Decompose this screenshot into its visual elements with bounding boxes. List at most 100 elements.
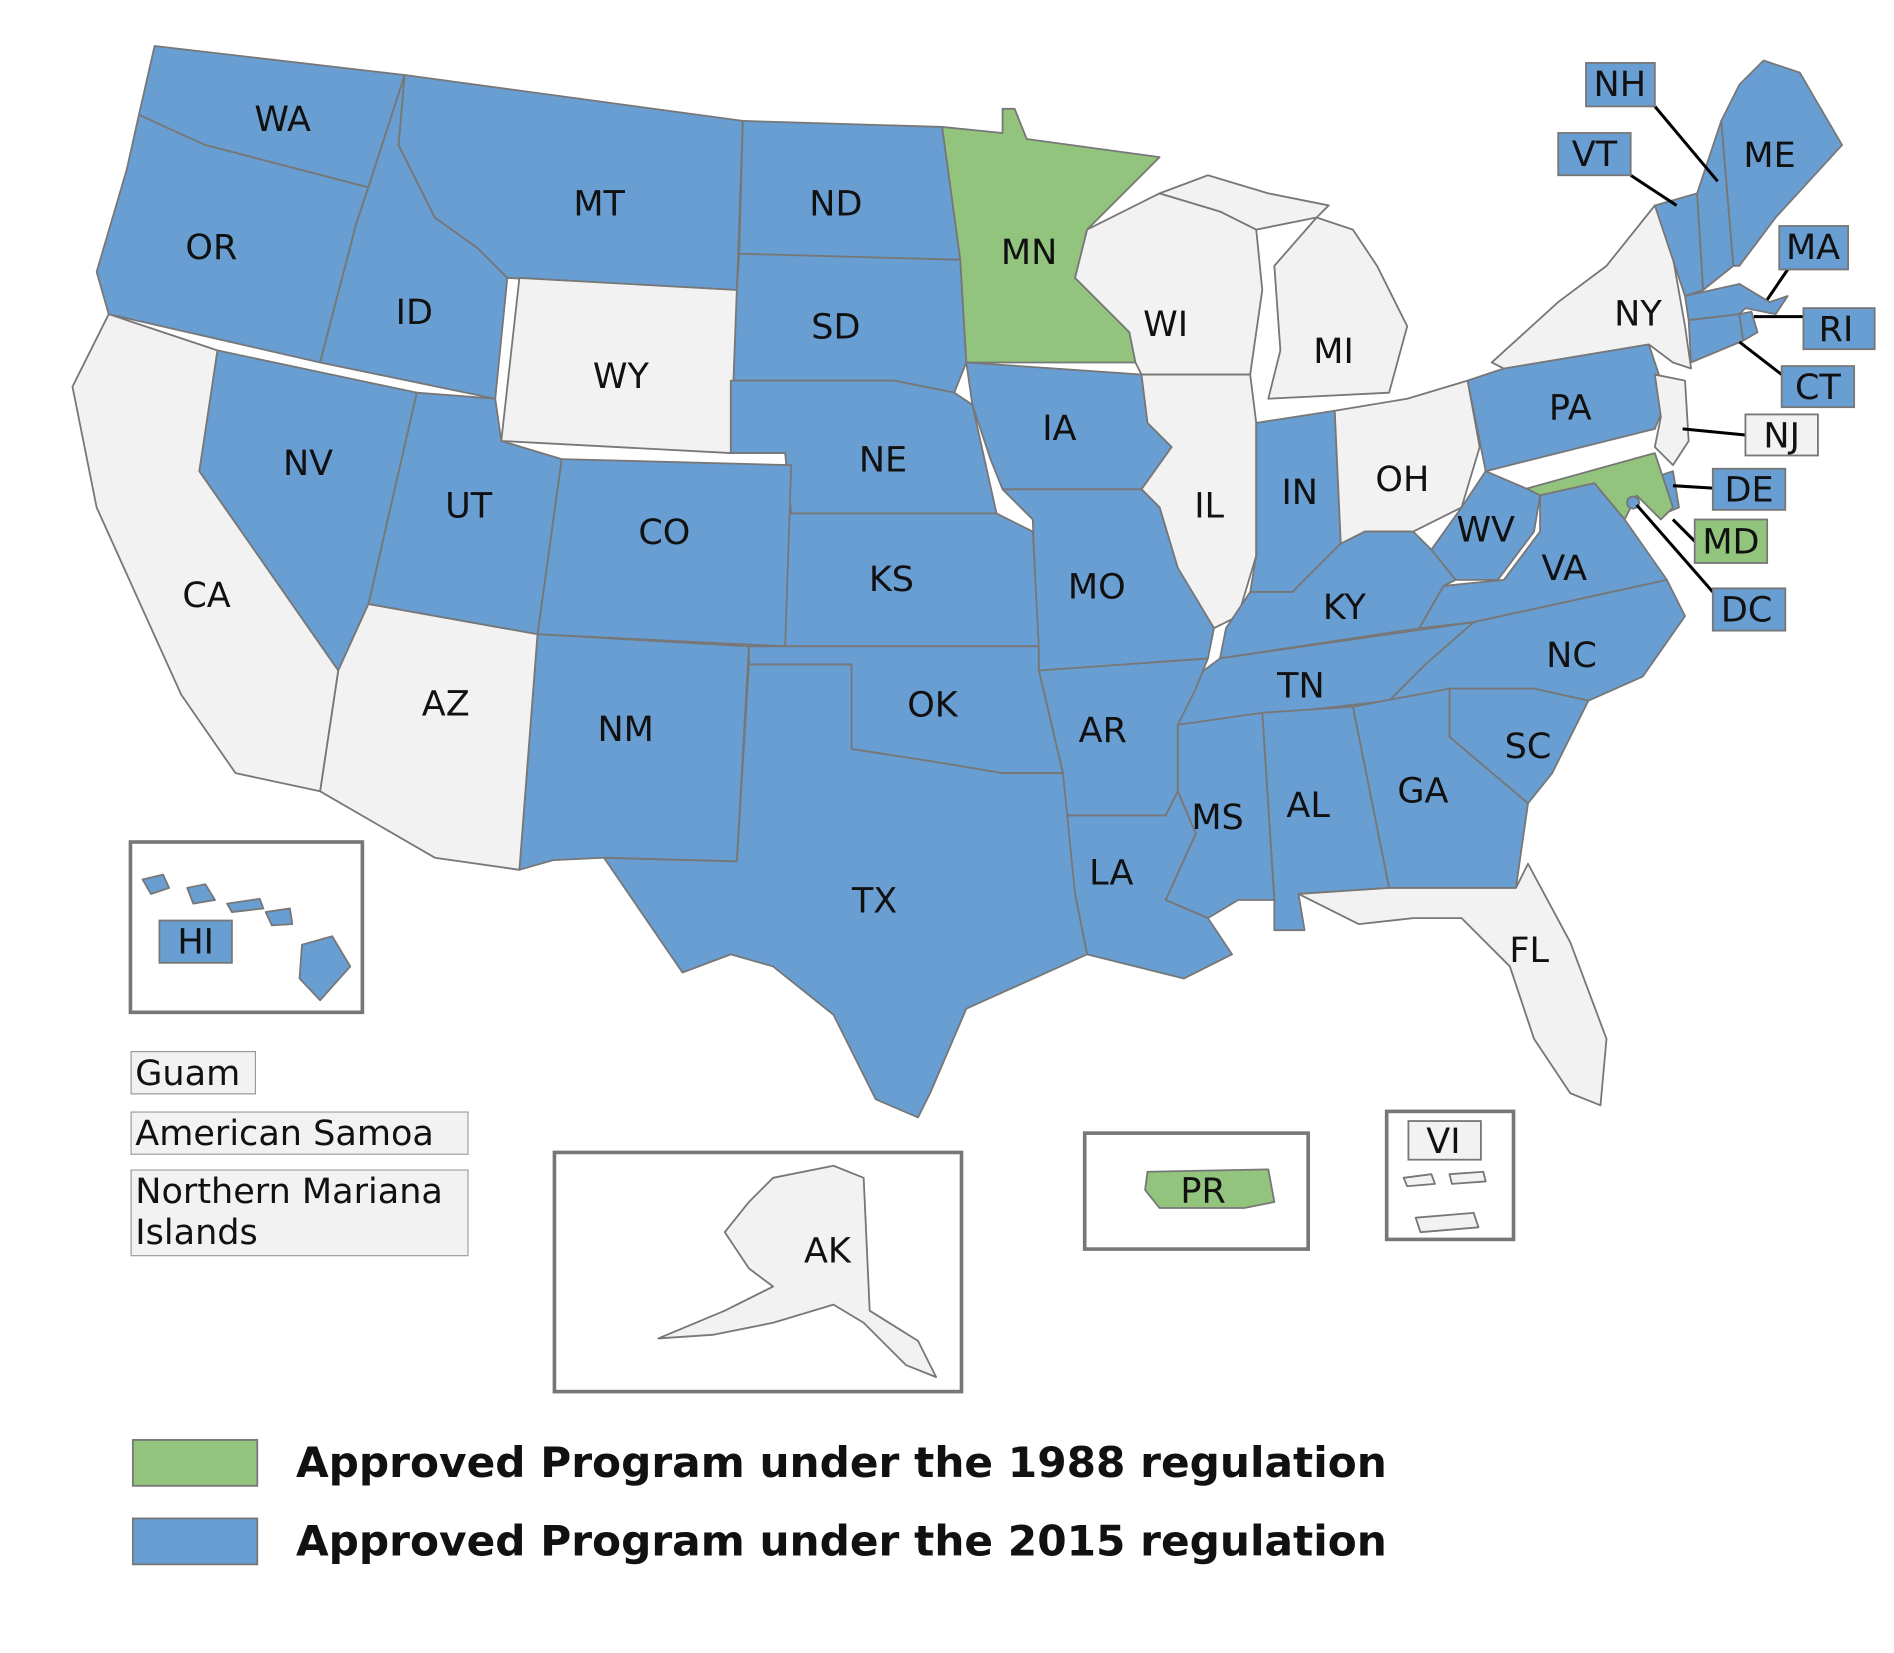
region-label: AR: [1079, 710, 1127, 751]
leader-line: [1765, 268, 1789, 301]
region-label: FL: [1509, 930, 1549, 971]
region-label: UT: [445, 485, 493, 526]
region-shape: [1720, 59, 1843, 267]
region-label: AL: [1286, 785, 1330, 826]
region-shape: [1687, 313, 1744, 364]
hawaii-inset: [128, 840, 365, 1015]
region-label: ME: [1743, 135, 1795, 176]
region-label: AK: [804, 1231, 852, 1272]
region-shape: [1653, 373, 1690, 467]
leader-line: [1653, 105, 1719, 183]
region-shape: [319, 603, 539, 871]
territory-label: Northern Mariana Islands: [130, 1169, 469, 1257]
leader-line: [1635, 504, 1714, 593]
label-box: [1693, 518, 1769, 564]
region-label: HI: [177, 921, 214, 962]
region-shape: [518, 633, 750, 871]
leader-line: [1738, 340, 1783, 376]
region-shape: [186, 883, 216, 905]
region-label: GA: [1397, 770, 1448, 811]
region-label: NM: [597, 709, 653, 750]
region-shape: [603, 663, 1089, 1119]
label-box: [1557, 132, 1632, 177]
territory: Guam: [130, 1050, 257, 1095]
puerto-rico-inset: [1082, 1131, 1310, 1251]
region-label: AZ: [422, 684, 470, 725]
label-box: [158, 919, 233, 964]
label-box: [1585, 62, 1656, 108]
region-label: WY: [593, 356, 650, 397]
region-shape: [71, 313, 340, 793]
label-box: [1780, 365, 1856, 409]
alaska-inset: [552, 1150, 964, 1394]
region-label: TX: [851, 880, 897, 921]
territory-label: American Samoa: [130, 1111, 469, 1155]
region-label: KY: [1323, 587, 1367, 628]
region-label: NC: [1546, 635, 1597, 676]
region-shape: [1402, 1173, 1436, 1188]
region-label: SC: [1505, 726, 1552, 767]
region-label: TN: [1276, 665, 1325, 706]
region-label: MS: [1191, 797, 1243, 838]
region-labels: WA OR ID MT ND SD WY NE MN WI MI IA IL IN OH PA NY VT NH ME…: [130, 62, 1876, 1272]
region-label: NE: [859, 440, 907, 481]
region-shape: [1144, 1168, 1276, 1209]
region-shape: [657, 1164, 938, 1379]
region-label: IA: [1042, 408, 1076, 449]
leader-line: [1682, 427, 1746, 437]
label-box: [1711, 467, 1787, 511]
legend-swatch: [131, 1517, 259, 1566]
legend-swatch: [131, 1439, 259, 1487]
label-box: [1778, 225, 1850, 271]
territory: American Samoa: [130, 1111, 469, 1155]
territory: Northern Mariana Islands: [130, 1169, 469, 1257]
region-label: VT: [1572, 134, 1618, 175]
region-label: IN: [1281, 472, 1318, 513]
region-label: PA: [1549, 388, 1592, 429]
label-box: [1711, 587, 1787, 632]
region-label: OK: [907, 685, 959, 726]
region-label: VA: [1541, 548, 1587, 589]
leader-line: [1672, 484, 1713, 490]
region-shape: [298, 935, 352, 1002]
region-label: NJ: [1763, 415, 1800, 456]
label-box: [1802, 307, 1876, 351]
region-label: NV: [283, 443, 333, 484]
region-label: WV: [1456, 510, 1515, 551]
region-label: VI: [1426, 1121, 1460, 1162]
region-shape: [1414, 1211, 1480, 1234]
region-label: DE: [1725, 470, 1774, 511]
region-shape: [141, 873, 171, 895]
region-shape: [1261, 705, 1391, 932]
region-label: MT: [573, 183, 625, 224]
region-label: SD: [811, 307, 860, 348]
region-label: RI: [1819, 309, 1854, 350]
region-label: NH: [1594, 64, 1647, 105]
region-label: MD: [1702, 522, 1759, 563]
regions: [71, 45, 1843, 1379]
leader-line: [1629, 173, 1678, 207]
region-label: CO: [638, 512, 690, 553]
region-label: DC: [1721, 589, 1772, 630]
region-label: OR: [185, 227, 237, 268]
region-label: MI: [1313, 331, 1354, 372]
legend-label: Approved Program under the 1988 regulati…: [296, 1438, 1387, 1487]
region-label: NY: [1614, 293, 1662, 334]
region-label: WI: [1143, 304, 1188, 345]
territory-label: Guam: [130, 1050, 257, 1095]
legend-label: Approved Program under the 2015 regulati…: [296, 1516, 1387, 1565]
region-label: CT: [1795, 367, 1841, 408]
label-box: [1744, 413, 1819, 457]
virgin-islands-inset: [1384, 1109, 1516, 1242]
region-shape: [1297, 862, 1608, 1107]
label-box: [1407, 1120, 1482, 1161]
region-label: CA: [182, 575, 230, 616]
region-label: ID: [396, 292, 433, 333]
region-shape: [1448, 1170, 1487, 1185]
region-label: MO: [1068, 566, 1126, 607]
region-label: OH: [1375, 459, 1429, 500]
region-label: IL: [1194, 485, 1224, 526]
region-shape: [1158, 174, 1330, 231]
region-label: LA: [1089, 853, 1133, 894]
region-shape: [1219, 530, 1457, 660]
